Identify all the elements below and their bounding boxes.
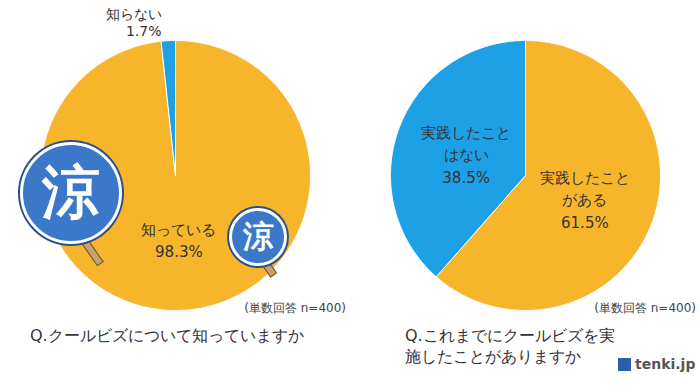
html-text:涼: 涼 [242, 218, 274, 254]
svg-text:知らない1.7%: 知らない1.7% [106, 6, 162, 40]
html-text:(単数回答 n=400): (単数回答 n=400) [594, 301, 696, 315]
html-text:涼: 涼 [42, 158, 100, 226]
html-text:Q.クールビズについて知っていますか: Q.クールビズについて知っていますか [30, 326, 304, 345]
svg-text:実践したことはない38.5%: 実践したことはない38.5% [421, 124, 511, 187]
html-text:(単数回答 n=400): (単数回答 n=400) [244, 301, 346, 315]
svg-text:実践したことがある61.5%: 実践したことがある61.5% [540, 169, 630, 232]
html-text:Q.これまでにクールビズを実施したことがありますか: Q.これまでにクールビズを実施したことがありますか [405, 326, 615, 366]
svg-text:知っている98.3%: 知っている98.3% [141, 221, 216, 262]
html-text:tenki.jp: tenki.jp [635, 356, 696, 372]
